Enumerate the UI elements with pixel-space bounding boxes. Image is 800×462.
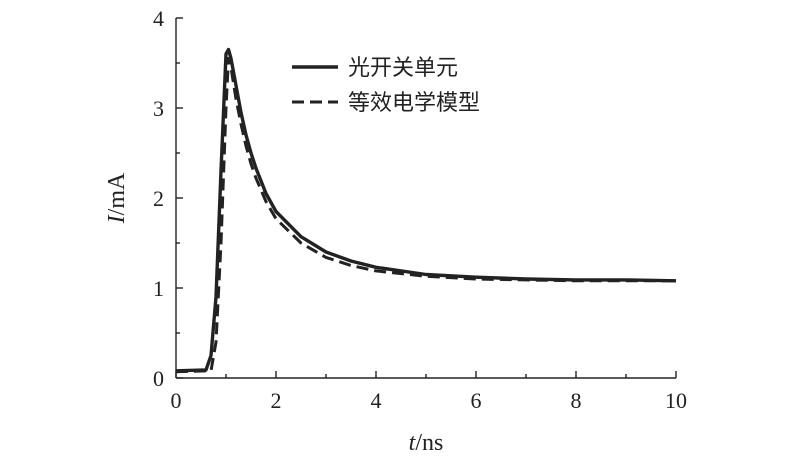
y-axis-unit: /mA	[104, 172, 130, 215]
x-tick-label: 6	[471, 388, 482, 413]
series-line-2	[175, 57, 676, 374]
legend-label-1: 光开关单元	[348, 56, 458, 81]
y-tick-label: 2	[153, 186, 164, 211]
series-line-1	[175, 47, 677, 373]
x-tick-label: 0	[171, 388, 182, 413]
series-layer	[175, 47, 677, 374]
y-tick-label: 0	[153, 366, 164, 391]
y-axis-symbol: I	[104, 214, 130, 224]
y-tick-label: 4	[153, 6, 164, 31]
x-tick-label: 10	[665, 388, 687, 413]
x-tick-label: 4	[371, 388, 382, 413]
x-axis-title: t/ns	[409, 430, 444, 456]
y-axis-title: I/mA	[104, 172, 130, 224]
y-tick-label: 1	[153, 276, 164, 301]
x-axis-unit: /ns	[415, 430, 443, 456]
x-tick-label: 2	[271, 388, 282, 413]
axes: 0 2 4 6 8 10 0 1 2 3 4 t/ns I/mA	[104, 6, 687, 456]
x-axis-symbol: t	[409, 430, 417, 456]
x-tick-label: 8	[571, 388, 582, 413]
legend-label-2: 等效电学模型	[348, 91, 480, 116]
y-tick-label: 3	[153, 96, 164, 121]
